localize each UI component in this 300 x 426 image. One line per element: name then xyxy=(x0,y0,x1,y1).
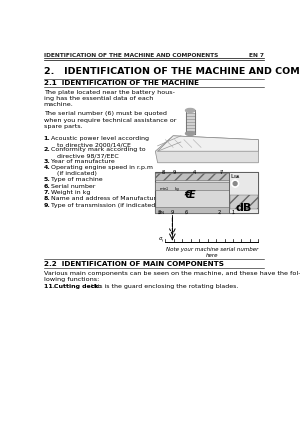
Text: 11.: 11. xyxy=(44,284,57,289)
Text: 7: 7 xyxy=(220,170,223,175)
Text: Acoustic power level according
   to directive 2000/14/CE: Acoustic power level according to direct… xyxy=(51,136,149,147)
Text: L: L xyxy=(230,174,234,179)
Text: 2.1  IDENTIFICATION OF THE MACHINE: 2.1 IDENTIFICATION OF THE MACHINE xyxy=(44,81,199,86)
Bar xyxy=(229,172,258,213)
Text: 2.2  IDENTIFICATION OF MAIN COMPONENTS: 2.2 IDENTIFICATION OF MAIN COMPONENTS xyxy=(44,261,224,268)
Text: Various main components can be seen on the machine, and these have the fol-
lowi: Various main components can be seen on t… xyxy=(44,271,300,282)
Ellipse shape xyxy=(185,109,195,112)
Text: The serial number (6) must be quoted
when you require technical assistance or
sp: The serial number (6) must be quoted whe… xyxy=(44,111,176,129)
Text: 7.: 7. xyxy=(44,190,50,195)
Text: 2.: 2. xyxy=(44,147,50,153)
Text: 2: 2 xyxy=(218,210,221,215)
Text: 4.: 4. xyxy=(44,165,50,170)
Text: Name and address of Manufacturer: Name and address of Manufacturer xyxy=(51,196,162,201)
Text: this is the guard enclosing the rotating blades.: this is the guard enclosing the rotating… xyxy=(89,284,239,289)
Text: 9.: 9. xyxy=(44,203,50,208)
Text: min: min xyxy=(159,187,167,191)
Polygon shape xyxy=(158,136,258,151)
Text: 6: 6 xyxy=(184,210,188,215)
Text: kg: kg xyxy=(175,187,179,191)
Bar xyxy=(155,173,229,181)
Text: Weight in kg: Weight in kg xyxy=(51,190,90,195)
Text: Operating engine speed in r.p.m
   (if indicated): Operating engine speed in r.p.m (if indi… xyxy=(51,165,153,176)
Text: The plate located near the battery hous-
ing has the essential data of each
mach: The plate located near the battery hous-… xyxy=(44,89,175,107)
Text: Cutting deck:: Cutting deck: xyxy=(54,284,101,289)
Bar xyxy=(155,172,258,213)
Text: 9: 9 xyxy=(173,170,176,175)
Text: Year of manufacture: Year of manufacture xyxy=(51,159,114,164)
Text: 1: 1 xyxy=(231,210,235,215)
Bar xyxy=(230,195,258,209)
Ellipse shape xyxy=(185,132,195,135)
Text: 6.: 6. xyxy=(44,184,50,189)
Text: 5.: 5. xyxy=(44,177,50,182)
Text: Type of transmission (if indicated): Type of transmission (if indicated) xyxy=(51,203,157,208)
Text: \: \ xyxy=(161,236,163,241)
Text: 9: 9 xyxy=(171,210,174,215)
Text: Serial number: Serial number xyxy=(51,184,95,189)
Text: c: c xyxy=(158,236,162,241)
Text: 8.: 8. xyxy=(44,196,50,201)
Text: EN 7: EN 7 xyxy=(249,53,264,58)
Text: E: E xyxy=(189,190,195,200)
Text: 1.: 1. xyxy=(44,136,50,141)
Text: 8: 8 xyxy=(161,170,165,175)
Text: Type of machine: Type of machine xyxy=(51,177,102,182)
Text: 2.   IDENTIFICATION OF THE MACHINE AND COMPONENTS: 2. IDENTIFICATION OF THE MACHINE AND COM… xyxy=(44,67,300,76)
Text: €: € xyxy=(185,190,191,200)
Text: Conformity mark according to
   directive 98/37/EEC: Conformity mark according to directive 9… xyxy=(51,147,145,158)
Circle shape xyxy=(231,180,239,187)
Circle shape xyxy=(233,181,237,185)
Text: S/N: S/N xyxy=(158,210,165,215)
Text: 3.: 3. xyxy=(44,159,50,164)
Text: dB: dB xyxy=(236,203,252,213)
Text: WA: WA xyxy=(234,175,240,179)
Bar xyxy=(155,207,229,213)
Polygon shape xyxy=(155,136,258,163)
Text: 4: 4 xyxy=(192,170,196,175)
Bar xyxy=(155,182,229,190)
Text: 3: 3 xyxy=(158,210,161,215)
Text: -1: -1 xyxy=(166,187,169,191)
Text: IDENTIFICATION OF THE MACHINE AND COMPONENTS: IDENTIFICATION OF THE MACHINE AND COMPON… xyxy=(44,53,218,58)
Text: Note your machine serial number
here: Note your machine serial number here xyxy=(166,247,258,258)
